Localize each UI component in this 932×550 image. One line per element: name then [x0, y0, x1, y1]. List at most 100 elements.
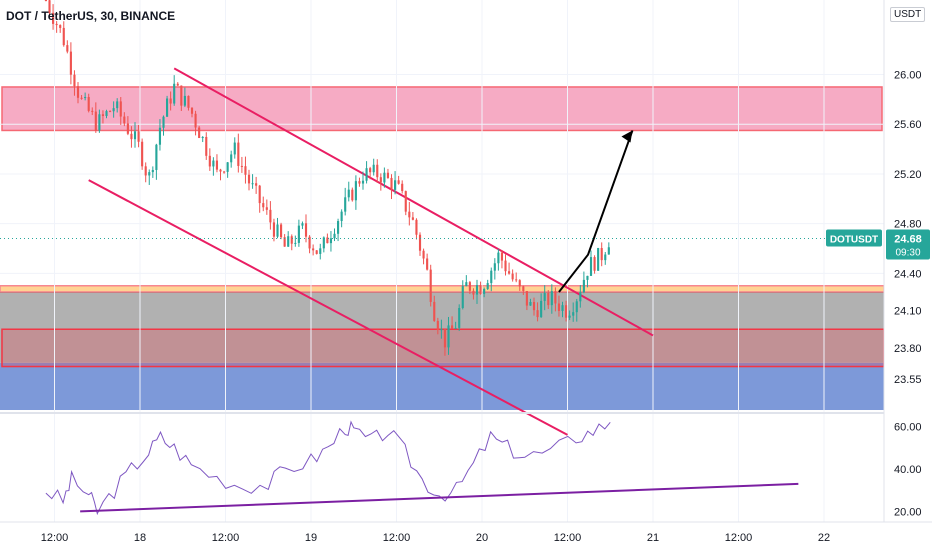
candle-body: [133, 131, 137, 140]
projection-path: [558, 130, 634, 293]
candle-body: [276, 224, 279, 237]
currency-badge[interactable]: USDT: [890, 7, 926, 22]
rsi-tick-label: 20.00: [894, 506, 922, 518]
candle-body: [98, 114, 101, 131]
candle-body: [543, 293, 546, 301]
candle-body: [94, 111, 97, 131]
price-tag[interactable]: [886, 229, 930, 260]
candle-body: [508, 271, 511, 274]
candle-body: [162, 116, 165, 128]
candle-body: [137, 131, 140, 142]
candle-body: [123, 116, 126, 124]
candle-body: [87, 96, 90, 111]
time-tick-label: 20: [476, 532, 488, 544]
candle-body: [604, 254, 607, 261]
candle-body: [554, 291, 557, 304]
candle-body: [369, 168, 372, 173]
candle-body: [565, 305, 568, 318]
time-tick-label: 12:00: [212, 532, 240, 544]
time-tick-label: 12:00: [383, 532, 411, 544]
candle-body: [575, 301, 578, 313]
resistance-zone: [1, 86, 883, 132]
candle-body: [582, 279, 585, 293]
candle-body: [48, 0, 51, 13]
price-tick-label: 24.80: [894, 219, 922, 231]
candle-body: [340, 211, 343, 222]
candle-body: [130, 133, 133, 140]
channel-upper-line: [173, 67, 654, 337]
rsi-line: [45, 420, 611, 516]
candle-body: [468, 282, 471, 291]
candle-body: [411, 217, 414, 220]
candle-body: [251, 183, 254, 185]
candle-body: [465, 282, 468, 287]
candle-body: [461, 286, 464, 309]
candle-body: [347, 189, 350, 198]
ticker-tag[interactable]: [826, 229, 882, 247]
price-tick-label: 23.80: [894, 343, 922, 355]
candle-body: [244, 166, 247, 175]
candle-body: [105, 111, 108, 116]
candle-body: [532, 301, 536, 311]
candle-body: [490, 270, 493, 284]
support-zone-red: [1, 328, 885, 368]
candle-body: [354, 181, 357, 201]
candle-body: [198, 127, 201, 139]
zones-layer: [0, 86, 885, 410]
rsi-pane: [0, 412, 884, 516]
candle-body: [101, 114, 105, 116]
candle-body: [504, 260, 507, 272]
price-tick-label: 24.10: [894, 306, 922, 318]
countdown-label: 09:30: [895, 248, 920, 259]
candle-body: [483, 288, 486, 294]
candle-body: [76, 86, 80, 98]
candle-body: [201, 136, 204, 139]
candle-body: [287, 236, 290, 247]
candle-body: [52, 12, 55, 24]
candlestick-series: [44, 0, 610, 356]
candle-body: [62, 27, 65, 46]
candle-body: [258, 185, 261, 204]
candle-body: [80, 97, 83, 99]
candle-body: [109, 111, 112, 113]
rsi-tick-label: 60.00: [894, 422, 922, 434]
price-tag-value: 24.68: [894, 234, 922, 246]
candle-body: [547, 293, 550, 306]
candle-body: [237, 142, 240, 166]
candle-body: [215, 160, 219, 170]
candle-body: [290, 236, 293, 244]
candle-body: [226, 162, 229, 172]
candle-body: [176, 83, 179, 86]
candle-body: [116, 101, 119, 109]
candle-body: [593, 257, 596, 271]
candle-body: [408, 211, 411, 218]
candle-body: [515, 279, 518, 281]
symbol-title[interactable]: DOT / TetherUS, 30, BINANCE: [6, 9, 176, 23]
candle-body: [166, 98, 169, 117]
candle-body: [589, 257, 593, 276]
candle-body: [308, 236, 311, 249]
descending-channel: [88, 67, 654, 436]
candle-body: [194, 113, 197, 128]
candle-body: [173, 83, 176, 104]
candle-body: [240, 165, 243, 167]
support-line-zone: [0, 285, 885, 293]
projection-arrow: [558, 130, 634, 293]
rsi-tick-label: 40.00: [894, 464, 922, 476]
candle-body: [144, 166, 147, 176]
candle-body: [550, 291, 553, 306]
candle-body: [55, 23, 58, 26]
candle-body: [333, 233, 336, 239]
candle-body: [126, 123, 129, 134]
candle-body: [84, 96, 87, 99]
candle-body: [265, 207, 268, 210]
candle-body: [472, 290, 475, 295]
candle-body: [401, 183, 404, 192]
candle-body: [205, 136, 208, 156]
candle-body: [536, 310, 539, 318]
candle-body: [219, 169, 222, 172]
candle-body: [443, 329, 447, 348]
candle-body: [294, 242, 297, 244]
candle-body: [315, 250, 318, 254]
